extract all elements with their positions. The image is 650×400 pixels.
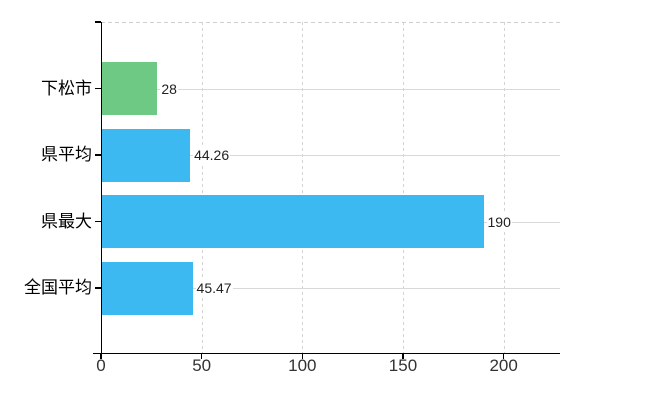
x-axis-tick-label: 50 xyxy=(192,356,212,375)
gridline-horizontal xyxy=(101,88,560,90)
gridline-horizontal xyxy=(101,155,560,156)
x-axis-tick xyxy=(301,353,304,359)
y-axis-tick xyxy=(95,87,101,90)
bar-value-label: 190 xyxy=(486,212,512,231)
x-axis-tick-label: 0 xyxy=(96,356,106,375)
gridline-vertical xyxy=(201,22,203,353)
bar xyxy=(101,62,158,115)
bar xyxy=(101,128,191,182)
y-axis-tick xyxy=(95,220,101,223)
category-tick-label: 下松市 xyxy=(41,78,92,98)
x-axis-line xyxy=(93,352,560,354)
category-tick-label: 全国平均 xyxy=(24,278,92,297)
y-axis-line xyxy=(100,22,102,359)
gridline-vertical xyxy=(302,22,304,353)
gridline-horizontal xyxy=(101,288,560,289)
x-axis-tick-label: 200 xyxy=(489,356,518,375)
category-tick-label: 県最大 xyxy=(41,211,92,231)
bar xyxy=(101,195,484,248)
x-axis-tick xyxy=(402,353,404,359)
x-axis-tick-label: 150 xyxy=(388,356,418,375)
bar xyxy=(101,261,193,315)
x-axis-tick-label: 100 xyxy=(288,356,317,375)
plot-top-border xyxy=(101,22,560,23)
gridline-vertical xyxy=(503,22,505,353)
y-axis-tick xyxy=(95,154,101,156)
bar-value-label: 28 xyxy=(160,79,178,98)
y-axis-top-tick xyxy=(95,21,101,23)
gridline-vertical xyxy=(402,22,404,353)
bar-value-label: 45.47 xyxy=(195,279,233,297)
bar-value-label: 44.26 xyxy=(193,146,231,164)
x-axis-tick xyxy=(502,353,505,359)
y-axis-tick xyxy=(95,287,101,289)
category-tick-label: 県平均 xyxy=(41,145,92,164)
plot-area: 28 44.26 190 45.47 xyxy=(101,22,560,353)
x-axis-tick xyxy=(200,353,203,359)
